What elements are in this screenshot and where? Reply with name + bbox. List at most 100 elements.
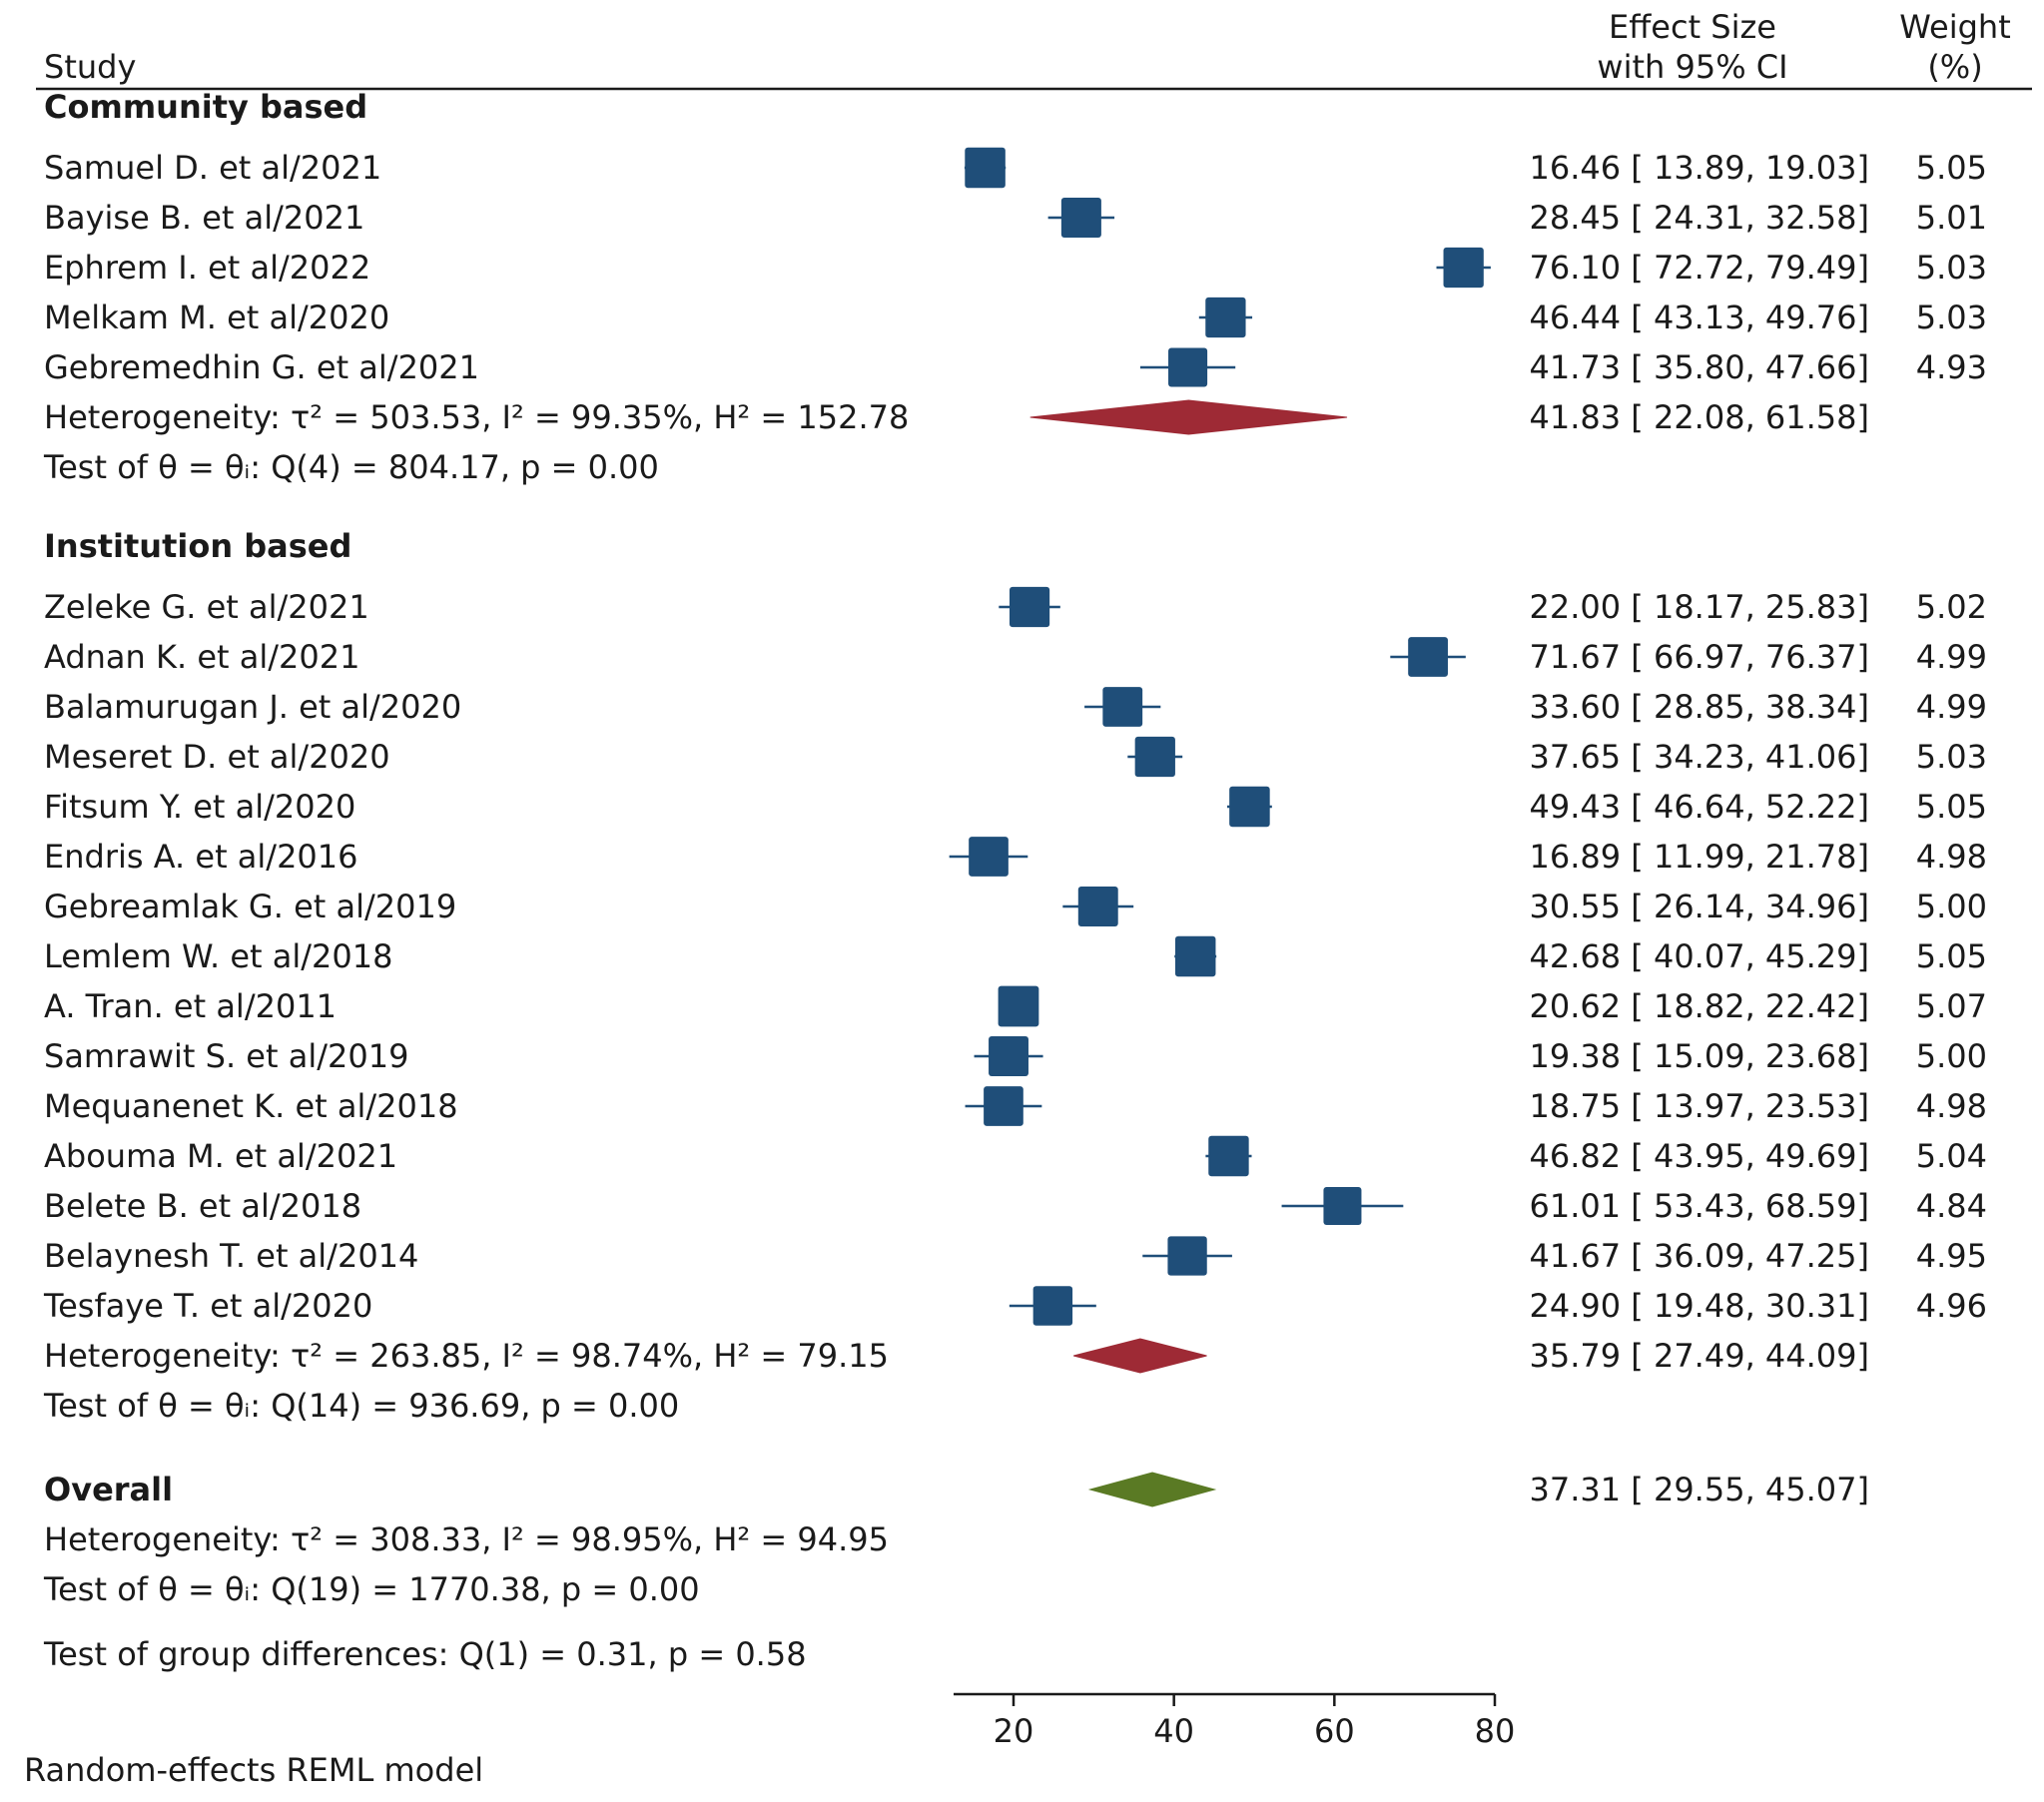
weight-value: 5.01 <box>1916 199 1987 237</box>
model-footnote: Random-effects REML model <box>24 1751 483 1789</box>
effect-size-ci: 19.38 [ 15.09, 23.68] <box>1530 1037 1869 1075</box>
heterogeneity-test: Test of θ = θᵢ: Q(4) = 804.17, p = 0.00 <box>43 448 659 486</box>
study-label: Belete B. et al/2018 <box>44 1187 361 1225</box>
subgroup-title: Community based <box>44 88 367 126</box>
weight-value: 5.00 <box>1916 1037 1987 1075</box>
study-column-header: Study <box>44 48 136 86</box>
effect-marker <box>1408 637 1448 677</box>
heterogeneity-test: Test of θ = θᵢ: Q(14) = 936.69, p = 0.00 <box>43 1387 679 1425</box>
effect-marker <box>1443 247 1484 289</box>
effect-size-ci: 20.62 [ 18.82, 22.42] <box>1530 987 1869 1025</box>
study-label: Endris A. et al/2016 <box>44 838 358 876</box>
subgroup-pooled-diamond <box>1029 399 1348 435</box>
effect-size-ci: 71.67 [ 66.97, 76.37] <box>1530 638 1869 676</box>
weight-value: 5.03 <box>1916 249 1987 287</box>
study-label: Mequanenet K. et al/2018 <box>44 1087 458 1125</box>
study-label: Melkam M. et al/2020 <box>44 299 389 336</box>
effect-size-ci: 76.10 [ 72.72, 79.49] <box>1530 249 1869 287</box>
study-label: Balamurugan J. et al/2020 <box>44 688 461 726</box>
effect-size-ci: 24.90 [ 19.48, 30.31] <box>1530 1287 1869 1325</box>
overall-effect-ci: 37.31 [ 29.55, 45.07] <box>1530 1471 1869 1508</box>
weight-header-line2: (%) <box>1927 48 1982 86</box>
effect-size-ci: 41.73 [ 35.80, 47.66] <box>1530 348 1869 386</box>
study-label: Bayise B. et al/2021 <box>44 199 364 237</box>
effect-marker <box>969 837 1009 877</box>
effect-size-ci: 37.65 [ 34.23, 41.06] <box>1530 738 1869 776</box>
effect-marker <box>1032 1286 1073 1326</box>
effect-size-header-line1: Effect Size <box>1609 8 1776 46</box>
effect-size-ci: 30.55 [ 26.14, 34.96] <box>1530 888 1869 925</box>
x-tick-label: 80 <box>1475 1712 1516 1750</box>
effect-size-ci: 28.45 [ 24.31, 32.58] <box>1530 199 1869 237</box>
study-label: Abouma M. et al/2021 <box>44 1137 397 1175</box>
heterogeneity-stats: Heterogeneity: τ² = 503.53, I² = 99.35%,… <box>44 398 909 436</box>
x-tick-label: 40 <box>1153 1712 1194 1750</box>
effect-marker <box>1323 1187 1362 1225</box>
effect-size-ci: 33.60 [ 28.85, 38.34] <box>1530 688 1869 726</box>
effect-size-ci: 49.43 [ 46.64, 52.22] <box>1530 788 1869 826</box>
effect-marker <box>1168 347 1208 387</box>
effect-marker <box>965 147 1006 189</box>
effect-marker <box>1134 736 1175 778</box>
pooled-effect-ci: 41.83 [ 22.08, 61.58] <box>1530 398 1869 436</box>
effect-size-ci: 46.82 [ 43.95, 49.69] <box>1530 1137 1869 1175</box>
overall-heterogeneity-test: Test of θ = θᵢ: Q(19) = 1770.38, p = 0.0… <box>43 1570 700 1608</box>
weight-header-line1: Weight <box>1899 8 2010 46</box>
overall-title: Overall <box>44 1471 173 1508</box>
weight-value: 4.84 <box>1916 1187 1987 1225</box>
effect-marker <box>984 1086 1023 1126</box>
study-label: Gebreamlak G. et al/2019 <box>44 888 456 925</box>
study-label: Adnan K. et al/2021 <box>44 638 359 676</box>
study-label: Samrawit S. et al/2019 <box>44 1037 408 1075</box>
effect-marker <box>989 1036 1028 1076</box>
weight-value: 5.02 <box>1916 588 1987 626</box>
effect-marker <box>1060 197 1101 239</box>
weight-value: 4.99 <box>1916 638 1987 676</box>
effect-size-ci: 46.44 [ 43.13, 49.76] <box>1530 299 1869 336</box>
study-label: Lemlem W. et al/2018 <box>44 937 392 975</box>
effect-size-ci: 16.89 [ 11.99, 21.78] <box>1530 838 1869 876</box>
weight-value: 4.96 <box>1916 1287 1987 1325</box>
x-axis: 20 40 60 80 <box>954 1692 1516 1750</box>
effect-marker <box>1009 586 1050 628</box>
subgroup-title: Institution based <box>44 527 351 565</box>
effect-marker <box>1205 297 1246 338</box>
weight-value: 4.99 <box>1916 688 1987 726</box>
effect-marker <box>1102 687 1143 727</box>
study-label: A. Tran. et al/2011 <box>44 987 337 1025</box>
effect-size-ci: 42.68 [ 40.07, 45.29] <box>1530 937 1869 975</box>
effect-marker <box>1167 1236 1207 1276</box>
effect-size-ci: 22.00 [ 18.17, 25.83] <box>1530 588 1869 626</box>
weight-value: 4.95 <box>1916 1237 1987 1275</box>
group-difference-test: Test of group differences: Q(1) = 0.31, … <box>43 1635 807 1673</box>
study-label: Fitsum Y. et al/2020 <box>44 788 355 826</box>
pooled-effect-ci: 35.79 [ 27.49, 44.09] <box>1530 1337 1869 1375</box>
weight-value: 5.05 <box>1916 937 1987 975</box>
overall-pooled-diamond <box>1087 1472 1217 1507</box>
effect-size-ci: 41.67 [ 36.09, 47.25] <box>1530 1237 1869 1275</box>
study-label: Zeleke G. et al/2021 <box>44 588 369 626</box>
weight-value: 4.93 <box>1916 348 1987 386</box>
weight-value: 5.00 <box>1916 888 1987 925</box>
study-label: Ephrem I. et al/2022 <box>44 249 370 287</box>
study-label: Belaynesh T. et al/2014 <box>44 1237 418 1275</box>
effect-size-ci: 61.01 [ 53.43, 68.59] <box>1530 1187 1869 1225</box>
effect-size-ci: 18.75 [ 13.97, 23.53] <box>1530 1087 1869 1125</box>
effect-marker <box>1174 935 1216 977</box>
effect-marker <box>1229 786 1270 828</box>
weight-value: 5.07 <box>1916 987 1987 1025</box>
subgroup-pooled-diamond <box>1073 1338 1207 1374</box>
weight-value: 4.98 <box>1916 838 1987 876</box>
weight-value: 5.05 <box>1916 149 1987 187</box>
study-label: Gebremedhin G. et al/2021 <box>44 348 479 386</box>
effect-marker <box>998 985 1039 1027</box>
weight-value: 5.04 <box>1916 1137 1987 1175</box>
study-label: Samuel D. et al/2021 <box>44 149 381 187</box>
effect-size-ci: 16.46 [ 13.89, 19.03] <box>1530 149 1869 187</box>
x-tick-label: 20 <box>994 1712 1034 1750</box>
overall-heterogeneity: Heterogeneity: τ² = 308.33, I² = 98.95%,… <box>44 1520 889 1558</box>
effect-marker <box>1208 1135 1249 1177</box>
effect-size-header-line2: with 95% CI <box>1597 48 1787 86</box>
effect-marker <box>1077 887 1118 926</box>
